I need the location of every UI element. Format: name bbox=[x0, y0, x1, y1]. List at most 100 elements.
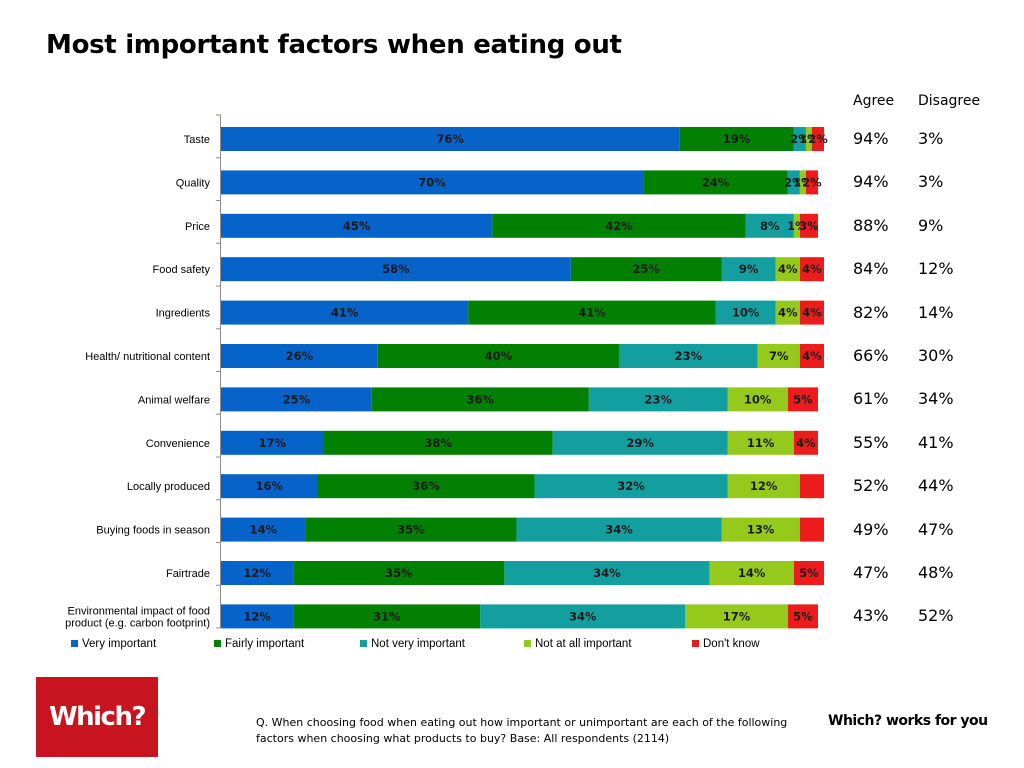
data-label: 2% bbox=[784, 175, 804, 189]
data-label: 10% bbox=[744, 392, 772, 406]
bar-segment bbox=[221, 561, 294, 585]
data-label: 25% bbox=[632, 262, 660, 276]
bar-segment bbox=[317, 474, 535, 499]
data-label: 8% bbox=[760, 219, 780, 233]
disagree-value: 41% bbox=[918, 432, 954, 452]
category-label: Environmental impact of food product (e.g… bbox=[65, 605, 210, 629]
data-label: 2% bbox=[790, 132, 810, 146]
bar-segment bbox=[799, 213, 818, 238]
bar-segment bbox=[221, 213, 493, 238]
data-label: 38% bbox=[424, 436, 452, 450]
bar-segment bbox=[588, 387, 728, 412]
data-label: 10% bbox=[732, 306, 760, 320]
logo-text: Which? bbox=[48, 702, 147, 732]
bar-segment bbox=[679, 127, 794, 151]
data-label: 4% bbox=[778, 262, 798, 276]
legend-swatch bbox=[360, 640, 367, 647]
bar-segment bbox=[480, 604, 686, 629]
chart-title: Most important factors when eating out bbox=[46, 30, 622, 60]
agree-column-header: Agree bbox=[853, 93, 895, 109]
data-label: 25% bbox=[283, 392, 311, 406]
data-label: 13% bbox=[747, 523, 775, 537]
footnote: Q. When choosing food when eating out ho… bbox=[256, 716, 788, 745]
data-label: 2% bbox=[802, 175, 822, 189]
bar-segment bbox=[618, 344, 758, 368]
disagree-column-header: Disagree bbox=[918, 93, 981, 109]
bar-segment bbox=[721, 517, 800, 542]
disagree-value: 14% bbox=[918, 302, 954, 322]
agree-value: 47% bbox=[853, 563, 889, 582]
agree-value: 94% bbox=[853, 172, 889, 192]
bar-segment bbox=[793, 430, 818, 455]
legend-item: Fairly important bbox=[214, 638, 305, 650]
data-label: 41% bbox=[331, 306, 359, 320]
data-label: 34% bbox=[569, 609, 597, 623]
bar-segment bbox=[221, 300, 469, 325]
legend-item: Not at all important bbox=[524, 638, 632, 650]
disagree-value: 3% bbox=[918, 172, 944, 192]
agree-value: 82% bbox=[853, 302, 889, 322]
bar-segment bbox=[221, 474, 318, 499]
data-label: 19% bbox=[723, 132, 751, 146]
bar-segment bbox=[799, 517, 824, 542]
bar-segment bbox=[799, 300, 824, 325]
bar-segment bbox=[221, 170, 644, 195]
bar-segment bbox=[293, 561, 505, 585]
bar-segment bbox=[685, 604, 788, 629]
bar-segment bbox=[799, 257, 824, 282]
category-label: Taste bbox=[184, 134, 210, 146]
legend-label: Not at all important bbox=[535, 638, 632, 650]
legend-swatch bbox=[214, 640, 221, 647]
agree-value: 52% bbox=[853, 476, 889, 496]
data-label: 17% bbox=[258, 436, 286, 450]
legend-item: Very important bbox=[71, 638, 157, 650]
bar-segment bbox=[757, 344, 800, 368]
data-label: 32% bbox=[617, 479, 645, 493]
disagree-value: 48% bbox=[918, 563, 954, 582]
data-label: 29% bbox=[626, 436, 654, 450]
data-label: 70% bbox=[418, 175, 446, 189]
data-label: 3% bbox=[799, 219, 819, 233]
bar-segment bbox=[468, 300, 716, 325]
bar-segment bbox=[221, 387, 372, 412]
bar-segment bbox=[793, 561, 824, 585]
bar-segment bbox=[221, 517, 306, 542]
legend-swatch bbox=[71, 640, 78, 647]
data-label: 4% bbox=[802, 306, 822, 320]
data-label: 12% bbox=[243, 566, 271, 580]
legend-label: Not very important bbox=[371, 638, 466, 650]
bar-segment bbox=[534, 474, 728, 499]
bar-segment bbox=[787, 387, 818, 412]
stacked-bar-chart: Taste 76% 19% 2%1%2%Quality 70% 24% 2%1%2%Pric… bbox=[65, 114, 828, 650]
data-label: 2% bbox=[808, 132, 828, 146]
bar-segment bbox=[221, 257, 571, 282]
data-label: 7% bbox=[769, 349, 789, 363]
data-label: 11% bbox=[747, 436, 775, 450]
bar-segment bbox=[709, 561, 794, 585]
bar-segment bbox=[775, 300, 800, 325]
category-label: Animal welfare bbox=[138, 394, 210, 406]
legend-swatch bbox=[524, 640, 531, 647]
data-label: 4% bbox=[802, 262, 822, 276]
category-label: Health/ nutritional content bbox=[85, 351, 210, 363]
data-label: 26% bbox=[286, 349, 314, 363]
category-label: Ingredients bbox=[156, 308, 211, 320]
data-label: 42% bbox=[605, 219, 633, 233]
data-label: 5% bbox=[799, 566, 819, 580]
data-label: 58% bbox=[382, 262, 410, 276]
data-label: 4% bbox=[802, 349, 822, 363]
data-label: 12% bbox=[243, 609, 271, 623]
category-label: Food safety bbox=[153, 264, 211, 276]
agree-value: 66% bbox=[853, 346, 889, 365]
bar-segment bbox=[727, 474, 800, 499]
data-label: 35% bbox=[397, 523, 425, 537]
data-label: 14% bbox=[249, 523, 277, 537]
disagree-value: 34% bbox=[918, 389, 954, 409]
bar-segment bbox=[377, 344, 619, 368]
disagree-value: 47% bbox=[918, 519, 954, 539]
legend-label: Very important bbox=[82, 638, 157, 650]
tagline: Which? works for you bbox=[828, 713, 988, 729]
category-label: Buying foods in season bbox=[96, 525, 210, 537]
bar-segment bbox=[715, 300, 776, 325]
disagree-value: 3% bbox=[918, 129, 944, 148]
